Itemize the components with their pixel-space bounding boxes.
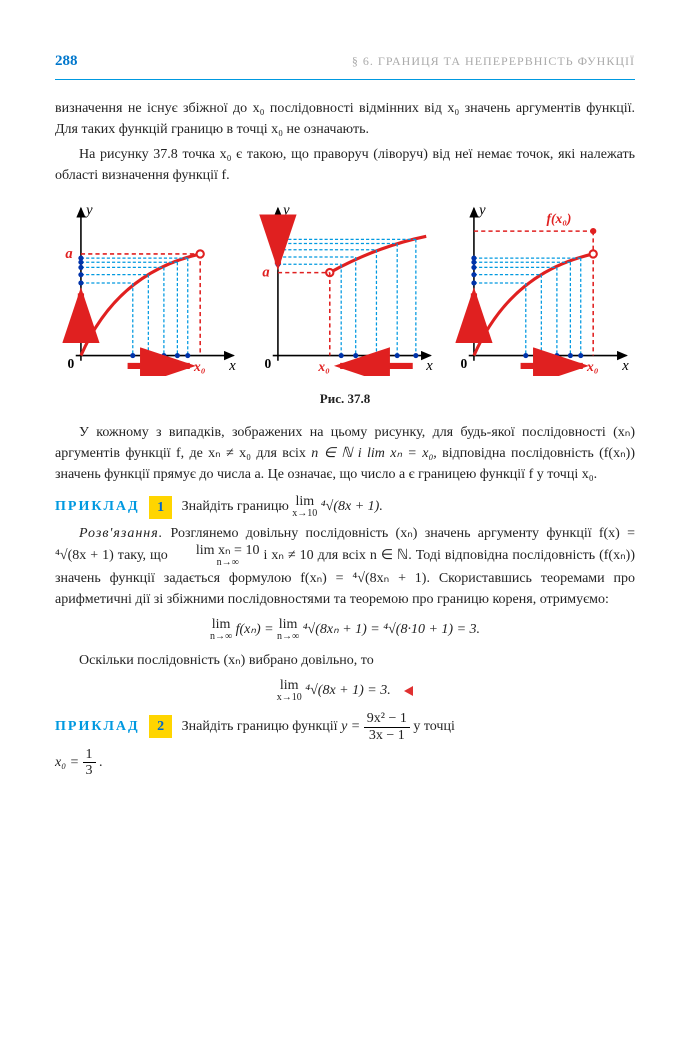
- svg-text:x: x: [425, 358, 433, 374]
- svg-text:x: x: [622, 358, 630, 374]
- example-label: ПРИКЛАД: [55, 500, 140, 515]
- solution-1: Розв'язання. Розглянемо довільну послідо…: [55, 523, 635, 610]
- figure-37-8-b: y x 0: [252, 200, 439, 383]
- paragraph-2: На рисунку 37.8 точка x₀ є такою, що пра…: [55, 144, 635, 186]
- paragraph-3: У кожному з випадків, зображених на цьом…: [55, 422, 635, 485]
- svg-text:x₀: x₀: [586, 359, 599, 374]
- figure-37-8-c: y x 0: [448, 200, 635, 383]
- math-line-1: lim n→∞ f(xₙ) = lim n→∞ ⁴√(8xₙ + 1) = ⁴√…: [55, 618, 635, 642]
- svg-text:y: y: [84, 202, 93, 218]
- end-mark-icon: [404, 686, 413, 696]
- example-number-2: 2: [149, 715, 172, 738]
- svg-text:y: y: [281, 202, 290, 218]
- figure-caption: Рис. 37.8: [55, 389, 635, 409]
- figure-row: y x 0: [55, 200, 635, 383]
- page-number: 288: [55, 50, 78, 73]
- svg-text:x: x: [228, 358, 236, 374]
- svg-text:0: 0: [461, 356, 468, 371]
- figure-37-8-a: y x 0: [55, 200, 242, 383]
- example-label-2: ПРИКЛАД: [55, 719, 140, 734]
- example-2-header: ПРИКЛАД 2 Знайдіть границю функції y = 9…: [55, 711, 635, 743]
- svg-text:x₀: x₀: [193, 359, 206, 374]
- svg-text:y: y: [477, 202, 486, 218]
- svg-text:a: a: [65, 246, 72, 262]
- svg-text:f(x₀): f(x₀): [547, 210, 572, 225]
- example-1-header: ПРИКЛАД 1 Знайдіть границю lim x→10 ⁴√(8…: [55, 495, 635, 519]
- example-number-1: 1: [149, 496, 172, 519]
- section-title: § 6. ГРАНИЦЯ ТА НЕПЕРЕРВНІСТЬ ФУНКЦІЇ: [352, 52, 635, 70]
- math-line-2: lim x→10 ⁴√(8x + 1) = 3.: [55, 679, 635, 703]
- example-2-x0: x₀ = 1 3 .: [55, 747, 635, 779]
- svg-text:0: 0: [67, 356, 74, 371]
- page-header: 288 § 6. ГРАНИЦЯ ТА НЕПЕРЕРВНІСТЬ ФУНКЦІ…: [55, 50, 635, 73]
- header-rule: [55, 79, 635, 80]
- svg-text:x₀: x₀: [317, 359, 330, 374]
- paragraph-1: визначення не існує збіжної до x₀ послід…: [55, 98, 635, 140]
- svg-text:0: 0: [264, 356, 271, 371]
- svg-text:a: a: [262, 264, 269, 280]
- solution-1-cont: Оскільки послідовність (xₙ) вибрано дові…: [55, 650, 635, 671]
